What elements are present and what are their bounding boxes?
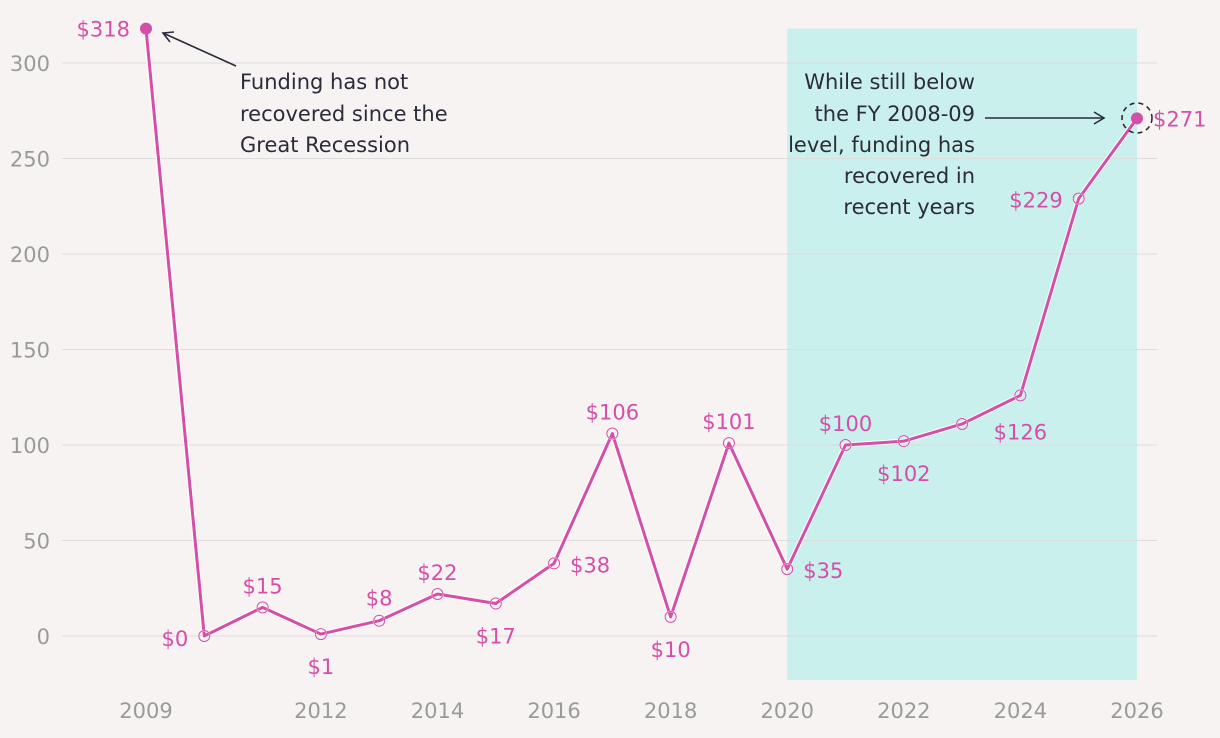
- y-tick-label: 300: [10, 52, 50, 76]
- x-tick-label: 2014: [411, 699, 464, 723]
- data-point-ring: [956, 417, 969, 430]
- data-label: $102: [877, 462, 930, 486]
- data-label: $0: [162, 627, 189, 651]
- x-tick-label: 2020: [761, 699, 814, 723]
- data-label: $126: [994, 420, 1047, 444]
- data-point: [140, 22, 152, 35]
- data-point-ring: [256, 601, 269, 614]
- data-label: $271: [1153, 107, 1206, 131]
- data-point-ring: [1014, 389, 1027, 402]
- data-label: $229: [1009, 189, 1062, 213]
- data-label: $35: [803, 559, 843, 583]
- highlight-ring: [1121, 102, 1153, 134]
- highlight-band: [787, 28, 1137, 680]
- data-label: $10: [651, 638, 691, 662]
- y-tick-label: 100: [10, 434, 50, 458]
- data-label: $38: [570, 553, 610, 577]
- x-tick-label: 2016: [527, 699, 580, 723]
- y-tick-label: 150: [10, 339, 50, 363]
- x-tick-label: 2018: [644, 699, 697, 723]
- data-point-ring: [781, 563, 794, 576]
- x-axis-ticks: 2009 2012 2014 2016 2018 2020 2022 2024 2026: [119, 699, 1163, 723]
- data-label: $8: [366, 587, 393, 611]
- data-point: [1131, 112, 1143, 125]
- y-tick-label: 0: [37, 625, 50, 649]
- x-tick-label: 2022: [877, 699, 930, 723]
- data-point-ring: [664, 610, 677, 623]
- data-point-ring: [722, 437, 735, 450]
- data-points: [140, 22, 1143, 643]
- y-tick-label: 50: [23, 530, 50, 554]
- data-label: $17: [476, 625, 516, 649]
- x-tick-label: 2024: [994, 699, 1047, 723]
- x-tick-label: 2026: [1110, 699, 1163, 723]
- data-point-ring: [314, 628, 327, 641]
- annotation-left-arrowhead: [161, 31, 175, 43]
- data-point-ring: [548, 557, 561, 570]
- annotation-left: Funding has not recovered since the Grea…: [161, 31, 448, 157]
- data-labels: $318 $0 $15 $1 $8 $22 $17 $38 $106 $10 $101 $35 $100…: [77, 18, 1207, 679]
- x-tick-label: 2012: [294, 699, 347, 723]
- y-tick-label: 200: [10, 243, 50, 267]
- series-line: [144, 28, 1139, 638]
- x-tick-label: 2009: [119, 699, 172, 723]
- y-axis-ticks: 0 50 100 150 200 250 300: [10, 52, 50, 649]
- annotation-right: While still below the FY 2008-09 level, …: [788, 70, 1153, 219]
- data-point-ring: [489, 597, 502, 610]
- annotation-left-line-1: Funding has not: [240, 70, 408, 94]
- y-tick-label: 250: [10, 148, 50, 172]
- data-point-ring: [1072, 192, 1085, 205]
- data-point-ring: [431, 587, 444, 600]
- data-label: $100: [819, 412, 872, 436]
- annotation-left-line-2: recovered since the: [240, 102, 448, 126]
- annotation-right-line-5: recent years: [843, 195, 975, 219]
- annotation-right-line-3: level, funding has: [788, 133, 975, 157]
- data-label: $318: [77, 18, 130, 42]
- annotation-left-line-3: Great Recession: [240, 133, 410, 157]
- data-point-ring: [373, 614, 386, 627]
- data-label: $1: [308, 655, 335, 679]
- data-label: $22: [417, 561, 457, 585]
- data-point-ring: [606, 427, 619, 440]
- annotation-right-line-2: the FY 2008-09: [815, 102, 975, 126]
- data-point-ring: [897, 435, 910, 448]
- data-label: $101: [702, 410, 755, 434]
- annotation-right-line-4: recovered in: [844, 164, 975, 188]
- data-label: $15: [243, 574, 283, 598]
- annotation-right-arrowhead: [1093, 111, 1106, 125]
- annotation-right-line-1: While still below: [804, 70, 975, 94]
- data-point-ring: [198, 630, 211, 642]
- annotation-left-arrow: [162, 32, 237, 67]
- data-point-ring: [839, 439, 852, 451]
- data-label: $106: [586, 401, 639, 425]
